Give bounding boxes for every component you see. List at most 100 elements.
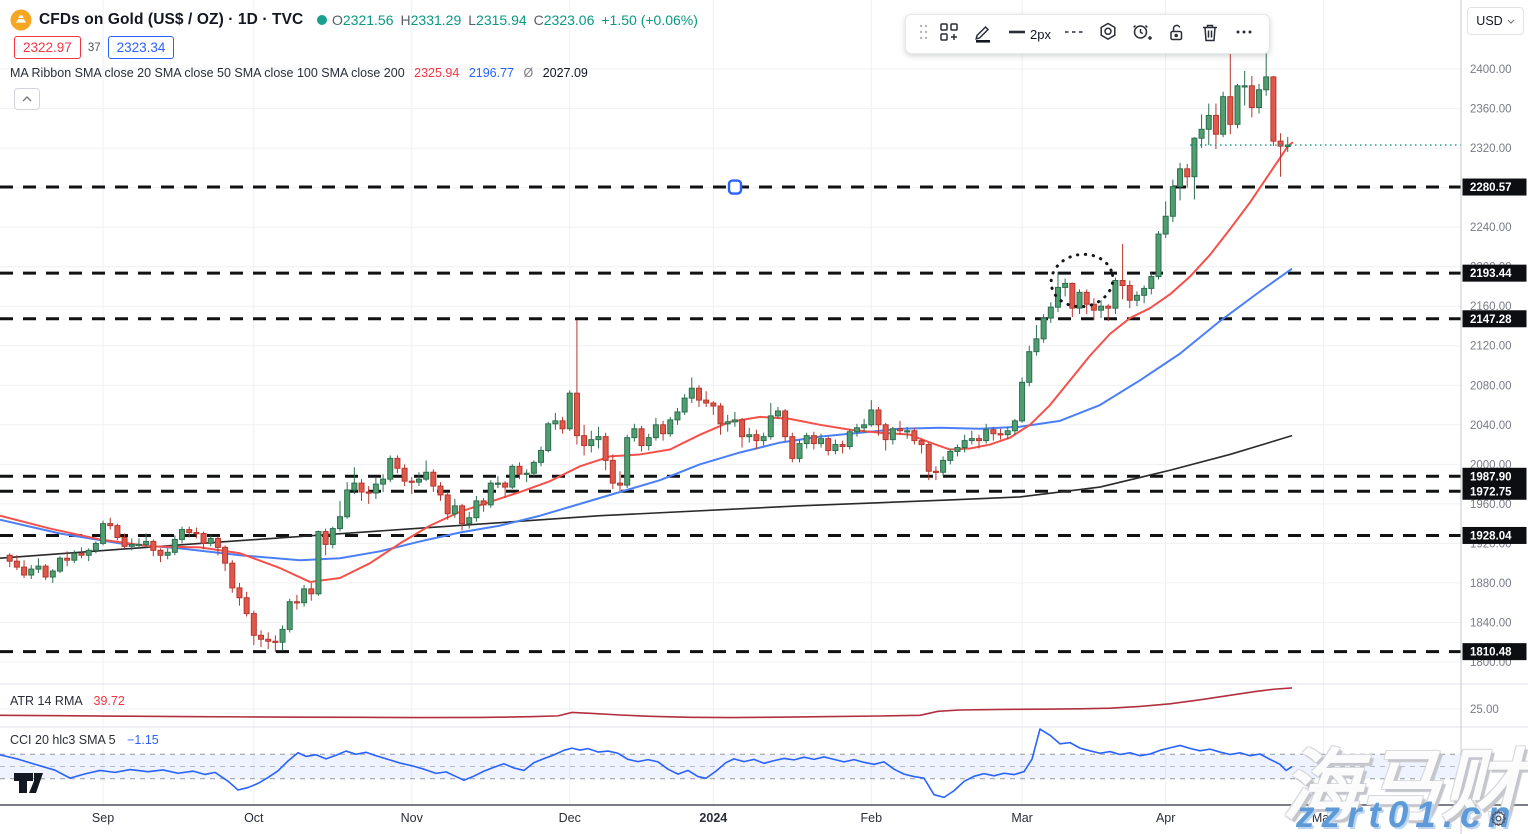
svg-text:Apr: Apr xyxy=(1156,811,1175,825)
svg-text:May: May xyxy=(1312,811,1336,825)
time-axis[interactable]: Sep Oct Nov Dec 2024 Feb Mar Apr May xyxy=(92,811,1336,825)
dash-style-icon xyxy=(1063,21,1085,48)
sma50-value: 2196.77 xyxy=(468,66,514,80)
annotations-layer xyxy=(727,144,1461,312)
symbol-title[interactable]: CFDs on Gold (US$ / OZ) · 1D · TVC xyxy=(39,11,304,28)
more-dots-button[interactable] xyxy=(1227,19,1261,49)
gear-icon[interactable] xyxy=(1490,809,1507,826)
svg-text:1972.75: 1972.75 xyxy=(1470,486,1512,498)
unlock-icon xyxy=(1165,21,1187,48)
cci-line xyxy=(0,728,1293,799)
atr-label-text: ATR 14 RMA xyxy=(10,694,83,708)
currency-dropdown[interactable]: USD xyxy=(1467,7,1524,35)
svg-text:Dec: Dec xyxy=(559,811,581,825)
svg-text:2320.00: 2320.00 xyxy=(1470,143,1512,155)
open-label: O xyxy=(332,12,343,28)
add-alert-button[interactable] xyxy=(1125,19,1159,49)
hand-drawn-ellipse-annotation[interactable] xyxy=(1047,250,1117,312)
market-status-icon xyxy=(317,15,328,25)
svg-text:2024: 2024 xyxy=(699,811,727,825)
svg-text:2360.00: 2360.00 xyxy=(1470,104,1512,116)
svg-text:2400.00: 2400.00 xyxy=(1470,64,1512,76)
svg-text:2040.00: 2040.00 xyxy=(1470,420,1512,432)
atr-line xyxy=(0,687,1293,719)
more-dots-icon xyxy=(1233,21,1255,48)
price-axis[interactable]: 2400.002360.002320.002280.002240.002200.… xyxy=(1462,64,1527,773)
price-level-tab xyxy=(1462,467,1527,485)
price-level-tab xyxy=(1462,310,1527,328)
symbol-header: CFDs on Gold (US$ / OZ) · 1D · TVC xyxy=(10,8,328,32)
high-value: 2331.29 xyxy=(410,12,462,28)
line-width-button[interactable] xyxy=(1000,19,1034,49)
chevron-down-icon xyxy=(1507,19,1515,24)
low-label: L xyxy=(468,12,477,28)
svg-text:2193.44: 2193.44 xyxy=(1470,268,1512,280)
candles-layer xyxy=(6,51,1291,653)
svg-text:1810.48: 1810.48 xyxy=(1470,647,1512,659)
buy-button[interactable]: 2323.34 xyxy=(107,36,175,59)
price-level-tab xyxy=(1462,482,1527,500)
watermark-url: zzrt01.cn xyxy=(1296,794,1518,834)
price-level-tab xyxy=(1462,264,1527,282)
tradingview-logo-icon[interactable] xyxy=(12,766,50,796)
high-label: H xyxy=(400,12,411,28)
sma200-value: 2027.09 xyxy=(542,66,588,80)
settings-button[interactable] xyxy=(1091,19,1125,49)
add-template-button[interactable] xyxy=(932,19,966,49)
add-template-icon xyxy=(938,21,960,48)
price-level-tab xyxy=(1462,643,1527,661)
average-symbol: Ø xyxy=(523,66,534,80)
pencil-color-button[interactable] xyxy=(966,19,1000,49)
svg-text:2160.00: 2160.00 xyxy=(1470,301,1512,313)
settings-icon xyxy=(1097,21,1119,48)
dash-style-button[interactable] xyxy=(1057,19,1091,49)
cci-value: −1.15 xyxy=(127,733,159,747)
close-value: 2323.06 xyxy=(543,12,595,28)
chevron-up-icon xyxy=(22,96,32,102)
collapse-legend-button[interactable] xyxy=(14,88,40,110)
ma-lines-layer xyxy=(0,141,1294,583)
ma-ribbon-legend[interactable]: MA Ribbon SMA close 20 SMA close 50 SMA … xyxy=(10,66,588,80)
drag-handle-icon xyxy=(918,21,928,48)
svg-text:Sep: Sep xyxy=(92,811,114,825)
svg-text:1840.00: 1840.00 xyxy=(1470,617,1512,629)
cci-legend[interactable]: CCI 20 hlc3 SMA 5 −1.15 xyxy=(10,733,159,747)
gold-coin-icon xyxy=(10,9,32,31)
ma-ribbon-label: MA Ribbon SMA close 20 SMA close 50 SMA … xyxy=(10,66,405,80)
line-width-icon xyxy=(1006,21,1028,48)
sma20-value: 2325.94 xyxy=(414,66,460,80)
gridlines-layer xyxy=(0,0,1461,805)
change-value: +1.50 (+0.06%) xyxy=(601,12,698,28)
drag-handle-button[interactable] xyxy=(914,19,932,49)
svg-text:1960.00: 1960.00 xyxy=(1470,499,1512,511)
atr-pane xyxy=(0,687,1293,719)
svg-text:2280.57: 2280.57 xyxy=(1470,182,1512,194)
pencil-color-icon xyxy=(972,21,994,48)
unlock-button[interactable] xyxy=(1159,19,1193,49)
svg-text:1928.04: 1928.04 xyxy=(1470,530,1512,542)
svg-text:Oct: Oct xyxy=(244,811,264,825)
svg-text:1987.90: 1987.90 xyxy=(1470,471,1512,483)
open-value: 2321.56 xyxy=(342,12,394,28)
svg-text:2120.00: 2120.00 xyxy=(1470,341,1512,353)
close-label: C xyxy=(533,12,544,28)
trash-button[interactable] xyxy=(1193,19,1227,49)
svg-text:2147.28: 2147.28 xyxy=(1470,314,1512,326)
bid-ask-row: 2322.97 37 2323.34 xyxy=(14,36,175,59)
svg-text:Nov: Nov xyxy=(401,811,424,825)
add-alert-icon xyxy=(1131,21,1153,48)
svg-text:2240.00: 2240.00 xyxy=(1470,222,1512,234)
low-value: 2315.94 xyxy=(476,12,527,28)
sell-button[interactable]: 2322.97 xyxy=(14,36,81,59)
line-width-label: 2px xyxy=(1030,26,1051,42)
atr-legend[interactable]: ATR 14 RMA 39.72 xyxy=(10,694,125,708)
ohlc-values: O2321.56 H2331.29 L2315.94 C2323.06 +1.50 (+… xyxy=(332,12,705,28)
drawing-toolbar: 2px xyxy=(905,14,1270,54)
atr-value: 39.72 xyxy=(93,694,125,708)
cci-label-text: CCI 20 hlc3 SMA 5 xyxy=(10,733,116,747)
selected-line-handle[interactable] xyxy=(727,179,743,195)
price-level-tab xyxy=(1462,178,1527,196)
